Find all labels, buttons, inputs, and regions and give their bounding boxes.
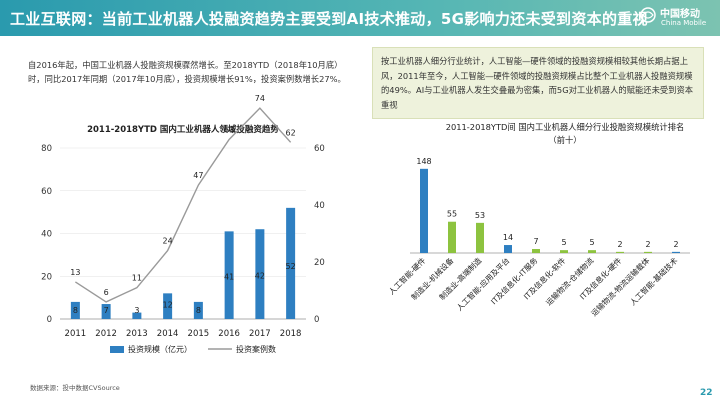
chart1-right-tick-label: 20	[314, 258, 325, 268]
chart2-bar-label: 148	[416, 157, 431, 166]
chart2-bar	[532, 249, 540, 253]
chart1-line-label: 74	[255, 94, 265, 103]
chart1-bar-label: 42	[255, 272, 265, 281]
chart1-bar-label: 7	[104, 306, 109, 315]
chart1-x-tick-label: 2018	[280, 329, 302, 339]
right-description-box: 按工业机器人细分行业统计，人工智能—硬件领域的投融资规模相较其他长期占据上风，2…	[372, 47, 704, 119]
chart1-x-tick-label: 2015	[188, 329, 210, 339]
chart1-x-tick-label: 2013	[126, 329, 148, 339]
chart2-bar	[448, 221, 456, 253]
right-description: 按工业机器人细分行业统计，人工智能—硬件领域的投融资规模相较其他长期占据上风，2…	[381, 56, 694, 110]
chart1-bar	[255, 229, 265, 319]
chart2-x-tick-label: 制造业-机械设备	[409, 255, 456, 302]
chart1-x-tick-label: 2016	[218, 329, 240, 339]
chart2-bar-label: 2	[617, 240, 622, 249]
chart2-bar-label: 5	[561, 238, 566, 247]
chart2-bar	[672, 251, 680, 253]
chart1-legend-bar-swatch	[110, 346, 124, 353]
chart2-bar	[560, 250, 568, 253]
chart2-bar-label: 5	[589, 238, 594, 247]
chart1-line-label: 63	[224, 125, 234, 134]
chart1-x-tick-label: 2014	[157, 329, 179, 339]
chart1-x-tick-label: 2011	[65, 329, 87, 339]
chart1-bar-label: 3	[134, 306, 139, 315]
chart1-right-tick-label: 0	[314, 315, 319, 325]
chart2-x-tick-label: IT及信息化-IT服务	[488, 255, 539, 306]
chart2-bar-label: 53	[475, 211, 485, 220]
header-banner: 工业互联网：当前工业机器人投融资趋势主要受到AI技术推动，5G影响力还未受到资本…	[0, 0, 720, 36]
chart2-x-tick-label: 运输物流-仓储物流	[543, 255, 595, 307]
chart2-bar	[504, 245, 512, 253]
chart2-bar-label: 14	[503, 233, 513, 242]
chart2-x-tick-label: 人工智能-基础技术	[627, 255, 679, 307]
chart1-line-label: 13	[70, 268, 80, 277]
chart1-line-label: 24	[163, 237, 173, 246]
chart2-x-tick-label: 人工智能-硬件	[386, 255, 428, 297]
chart2-title: 2011-2018YTD间 国内工业机器人细分行业投融资规模统计排名	[446, 122, 685, 132]
chart1-line-label: 62	[286, 128, 296, 137]
chart1-bar-label: 41	[224, 273, 234, 282]
chart1-legend-bar-label: 投资规模（亿元）	[128, 344, 192, 354]
chart2-x-tick-label: IT及信息化-硬件	[577, 255, 623, 301]
china-mobile-logo-icon	[640, 7, 656, 23]
chart1-left-tick-label: 0	[47, 315, 52, 325]
logo: 中国移动 China Mobile	[640, 5, 716, 33]
chart1-title: 2011-2018YTD 国内工业机器人领域投融资趋势	[87, 124, 279, 135]
chart2-x-tick-label: 制造业-高端制造	[437, 255, 484, 302]
chart1-bar	[286, 207, 296, 319]
chart1-right-tick-label: 60	[314, 144, 325, 154]
chart2-bar-label: 55	[447, 210, 457, 219]
chart2-bar	[616, 251, 624, 253]
chart2-bar-label: 2	[645, 240, 650, 249]
chart1-bar	[193, 301, 203, 319]
chart1-right-tick-label: 40	[314, 201, 325, 211]
chart1-bar	[224, 231, 234, 319]
logo-text-en: China Mobile	[661, 19, 707, 27]
chart2-x-tick-label: IT及信息化-软件	[521, 255, 567, 301]
chart1-legend-line-label: 投资案例数	[236, 344, 276, 354]
chart1-bar	[163, 293, 173, 319]
left-description: 自2016年起，中国工业机器人投融资规模骤然增长。至2018YTD（2018年1…	[28, 60, 346, 84]
chart1-bar	[101, 304, 111, 319]
chart2-bar	[644, 251, 652, 253]
logo-text-cn: 中国移动	[660, 9, 700, 20]
chart1-x-tick-label: 2012	[95, 329, 117, 339]
chart2-x-tick-label: 运输物流-物流运输载体	[589, 255, 652, 318]
chart1-x-tick-label: 2017	[249, 329, 271, 339]
chart2-bar-label: 2	[673, 240, 678, 249]
chart1-left-tick-label: 20	[41, 272, 52, 282]
chart2-x-tick-label: 人工智能-应用及平台	[454, 255, 512, 313]
chart1-bar	[70, 301, 80, 319]
chart2-bar	[476, 222, 484, 253]
chart2-bar	[588, 250, 596, 253]
chart1-line-series	[74, 107, 292, 303]
chart2-bar-label: 7	[533, 237, 538, 246]
chart1-line-label: 47	[193, 171, 203, 180]
chart1-bar-label: 52	[286, 262, 296, 271]
chart1-bar	[132, 312, 142, 319]
chart1-bar-label: 8	[196, 306, 201, 315]
chart1-left-tick-label: 40	[41, 230, 52, 240]
chart1-left-tick-label: 60	[41, 187, 52, 197]
chart1-line-label: 6	[104, 288, 109, 297]
chart2-subtitle: （前十）	[548, 135, 581, 145]
page-number: 22	[700, 388, 713, 398]
chart1-left-tick-label: 80	[41, 144, 52, 154]
chart1-line-label: 11	[132, 274, 142, 283]
page-title: 工业互联网：当前工业机器人投融资趋势主要受到AI技术推动，5G影响力还未受到资本…	[10, 10, 648, 28]
data-source-note: 数据来源：投中数据CVSource	[30, 384, 120, 392]
chart2-bar	[420, 168, 428, 253]
chart1-bar-label: 12	[163, 300, 173, 309]
chart1-bar-label: 8	[73, 306, 78, 315]
